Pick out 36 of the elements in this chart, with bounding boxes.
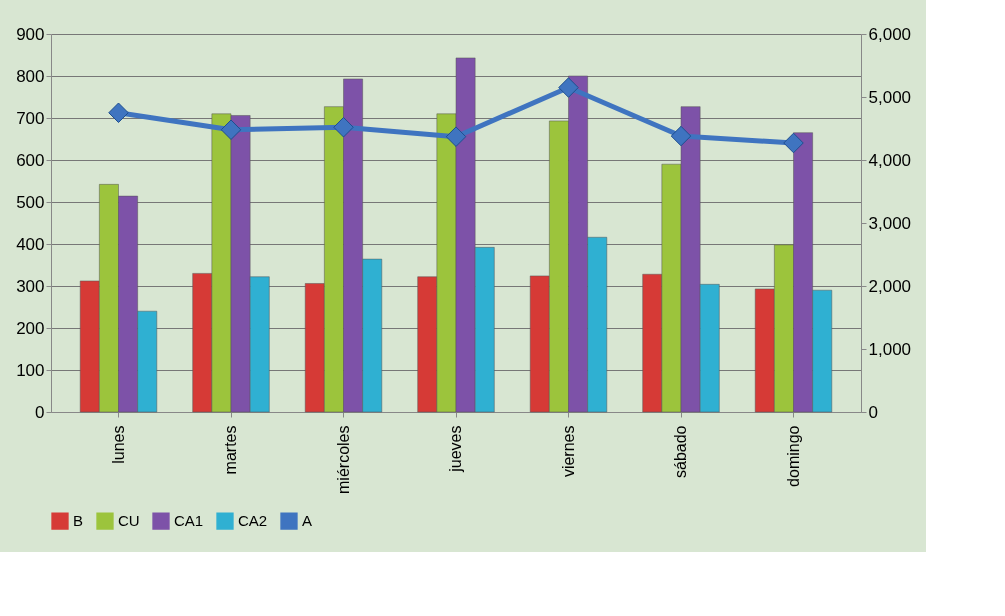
legend-label: CA1 bbox=[174, 512, 204, 530]
point bbox=[445, 126, 467, 147]
y-tick-label: 700 bbox=[16, 108, 45, 128]
point bbox=[558, 77, 579, 98]
legend-label: B bbox=[73, 512, 84, 530]
y2-tick-label: 2,000 bbox=[868, 276, 912, 296]
legend-label: CU bbox=[118, 512, 140, 530]
y-tick-label: 100 bbox=[16, 360, 45, 380]
y2-tick-label: 5,000 bbox=[868, 87, 912, 107]
y-tick-label: 600 bbox=[16, 150, 45, 170]
y-tick-label: 400 bbox=[16, 234, 45, 254]
x-tick-label: sábado bbox=[672, 425, 689, 478]
x-tick-label: lunes bbox=[109, 425, 127, 464]
point bbox=[333, 116, 354, 138]
point bbox=[108, 102, 129, 123]
y2-tick-label: 3,000 bbox=[868, 213, 912, 233]
point bbox=[670, 125, 692, 147]
y2-tick-label: 0 bbox=[868, 402, 878, 422]
x-tick-label: martes bbox=[222, 425, 239, 475]
legend-label: A bbox=[302, 512, 313, 530]
y2-tick-label: 6,000 bbox=[868, 24, 912, 44]
point bbox=[783, 132, 804, 154]
legend-label: CA2 bbox=[238, 512, 268, 530]
x-tick-label: domingo bbox=[784, 425, 802, 487]
x-tick-label: viernes bbox=[559, 425, 577, 478]
y-tick-label: 500 bbox=[16, 192, 45, 212]
y-tick-label: 300 bbox=[16, 276, 45, 296]
y-tick-label: 200 bbox=[16, 318, 45, 338]
y-tick-label: 0 bbox=[35, 402, 45, 422]
y2-tick-label: 4,000 bbox=[868, 150, 912, 170]
x-tick-label: miércoles bbox=[334, 425, 352, 494]
x-tick-label: jueves bbox=[447, 425, 464, 473]
y-tick-label: 800 bbox=[16, 66, 45, 86]
point bbox=[220, 119, 242, 141]
y-tick-label: 900 bbox=[16, 24, 45, 44]
y2-tick-label: 1,000 bbox=[868, 339, 912, 359]
